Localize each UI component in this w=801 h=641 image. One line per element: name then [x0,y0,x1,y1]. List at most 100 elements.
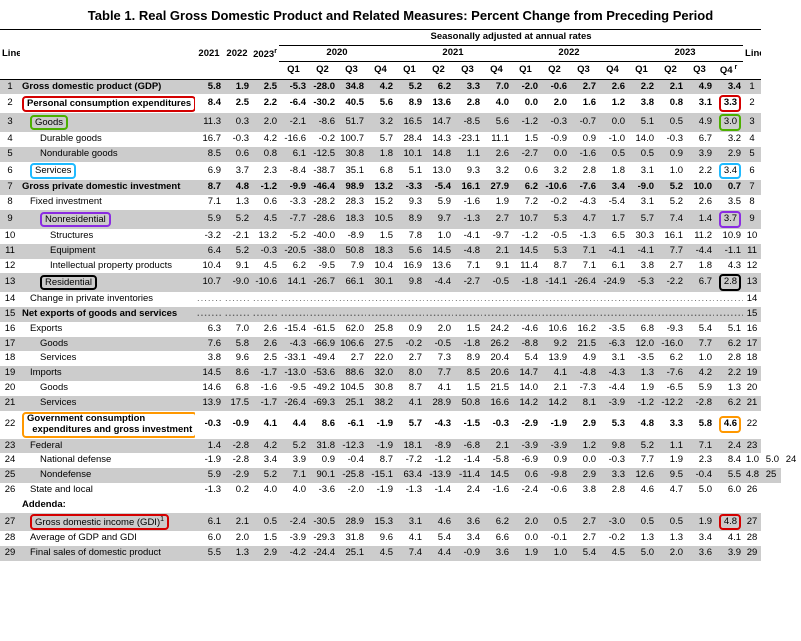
quarter-cell: 3.4 [598,180,627,195]
quarter-cell: 1.6 [569,94,598,113]
quarter-cell: 2.7 [395,351,424,366]
quarter-cell: 14.2 [540,396,569,411]
annual-cell: 4.8 [223,180,251,195]
col-q: Q3 [337,61,366,79]
quarter-cell: 5.4 [685,322,714,337]
quarter-cell: 9.8 [598,439,627,454]
annual-cell: 4.5 [251,210,279,229]
line-num: 3 [0,113,20,132]
table-row: 8Fixed investment7.11.30.6-3.3-28.228.31… [0,195,801,210]
quarter-cell: 4.1 [424,381,453,396]
quarter-cell [337,498,366,513]
quarter-cell: 7.7 [685,337,714,352]
quarter-cell: -0.9 [453,546,482,561]
quarter-cell: 2.7 [482,210,511,229]
quarter-cell: -1.9 [366,439,395,454]
quarter-cell: -9.0 [627,180,656,195]
quarter-cell: 6.1 [598,259,627,274]
quarter-cell: 0.0 [569,453,598,468]
quarter-cell: 9.2 [540,337,569,352]
line-num: 19 [0,366,20,381]
quarter-cell: 0.8 [656,94,685,113]
quarter-cell: 66.1 [337,273,366,292]
quarter-cell: -9.8 [540,468,569,483]
annual-cell: 10.4 [195,259,223,274]
quarter-cell: -0.5 [424,337,453,352]
quarter-cell: -0.2 [598,531,627,546]
quarter-cell: 14.1 [279,273,308,292]
quarter-cell: 16.1 [453,180,482,195]
row-label: Nondefense [20,468,195,483]
quarter-cell: 10.4 [366,259,395,274]
line-num: 22 [0,411,20,439]
quarter-cell: 21.5 [569,337,598,352]
quarter-cell: 7.1 [569,259,598,274]
row-label: Nonresidential [20,210,195,229]
quarter-cell: -20.5 [279,244,308,259]
annual-cell: -2.8 [223,439,251,454]
annual-cell: 5.2 [223,244,251,259]
quarter-cell: -3.3 [279,195,308,210]
quarter-cell: -1.8 [511,273,540,292]
quarter-cell: -3.0 [598,513,627,532]
quarter-cell: 100.7 [337,132,366,147]
annual-cell: 6.8 [223,381,251,396]
annual-cell: 2.3 [251,162,279,181]
annual-cell: 2.5 [251,79,279,94]
quarter-cell: 2.7 [569,79,598,94]
quarter-cell: -0.6 [540,483,569,498]
quarter-cell: 3.1 [627,195,656,210]
quarter-cell: 1.9 [685,513,714,532]
table-row: 3Goods11.30.32.0-2.1-8.651.73.216.514.7-… [0,113,801,132]
quarter-cell: 3.3 [714,94,743,113]
quarter-cell: 5.4 [511,351,540,366]
line-num: 10 [0,229,20,244]
annual-cell: 4.2 [251,439,279,454]
quarter-cell: 18.1 [395,439,424,454]
annual-cell: 3.8 [195,351,223,366]
quarter-cell: 0.5 [656,113,685,132]
annual-cell: -0.3 [195,411,223,439]
quarter-cell: 0.6 [511,162,540,181]
quarter-cell: -26.4 [569,273,598,292]
line-num: 15 [0,307,20,322]
quarter-cell: -12.5 [308,147,337,162]
quarter-cell: -1.2 [424,453,453,468]
quarter-cell: 1.3 [627,366,656,381]
annual-cell: 3.4 [251,453,279,468]
quarter-cell: -7.2 [395,453,424,468]
quarter-cell: 2.1 [482,244,511,259]
annual-cell: 5.2 [251,468,279,483]
quarter-cell [511,307,540,322]
quarter-cell: 8.5 [453,366,482,381]
quarter-cell: 0.0 [540,147,569,162]
table-row: 16Exports6.37.02.6-15.4-61.562.025.80.92… [0,322,801,337]
annual-cell: -0.9 [223,411,251,439]
quarter-cell [395,307,424,322]
quarter-cell: -9.9 [279,180,308,195]
annual-cell: 8.4 [195,94,223,113]
quarter-cell: -6.5 [656,381,685,396]
quarter-cell [598,498,627,513]
annual-cell [251,292,279,307]
quarter-cell: -11.4 [453,468,482,483]
quarter-cell [685,292,714,307]
annual-cell: 5.8 [195,79,223,94]
quarter-cell: 7.7 [627,453,656,468]
quarter-cell: 2.0 [511,513,540,532]
table-row: 6Services6.93.72.3-8.4-38.735.16.85.113.… [0,162,801,181]
quarter-cell: 2.2 [685,162,714,181]
quarter-cell: -26.7 [308,273,337,292]
row-label: Intellectual property products [20,259,195,274]
quarter-cell [482,292,511,307]
quarter-cell: -4.6 [511,322,540,337]
table-row: 11Equipment6.45.2-0.3-20.5-38.050.818.35… [0,244,801,259]
line-num-right: 22 [743,411,761,439]
quarter-cell: 3.8 [627,259,656,274]
quarter-cell: 4.8 [714,513,743,532]
annual-cell: 11.3 [195,113,223,132]
row-label: Gross domestic income (GDI)1 [20,513,195,532]
line-num: 29 [0,546,20,561]
quarter-cell: -1.9 [366,411,395,439]
line-num: 5 [0,147,20,162]
